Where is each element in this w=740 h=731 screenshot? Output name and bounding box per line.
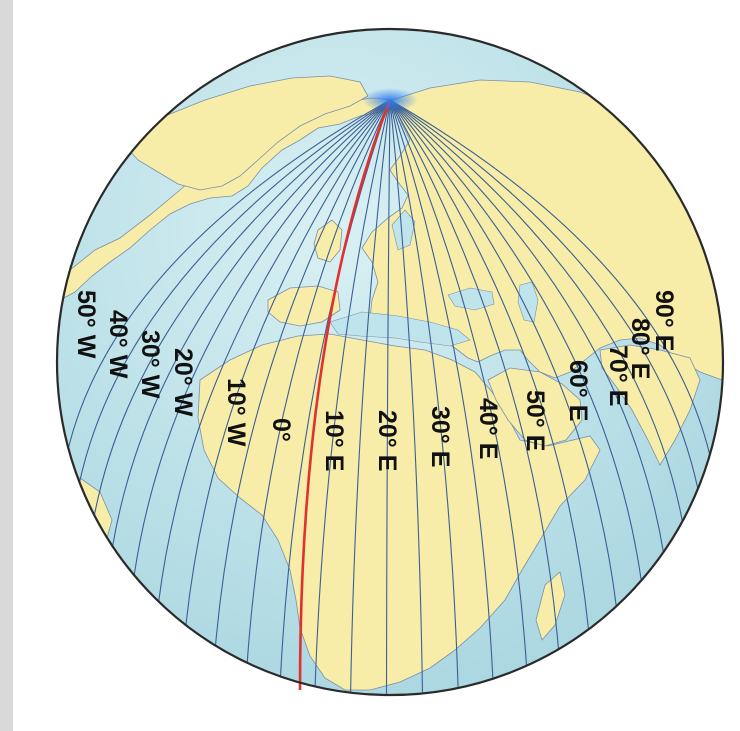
meridian-line bbox=[389, 99, 560, 650]
label-10e: 10° E bbox=[320, 410, 348, 471]
sea-baltic bbox=[391, 209, 416, 251]
meridian-lines bbox=[67, 99, 711, 695]
meridian-line bbox=[389, 99, 711, 456]
land-north-america-arctic bbox=[59, 97, 393, 301]
meridian-line bbox=[214, 99, 391, 646]
meridian-line bbox=[67, 99, 391, 449]
sea-mediterranean bbox=[329, 311, 471, 347]
label-90e: 90° E bbox=[650, 290, 678, 351]
land-india bbox=[599, 344, 701, 466]
meridian-line bbox=[389, 99, 642, 581]
meridian-line bbox=[158, 99, 391, 602]
meridian-line bbox=[246, 99, 391, 663]
meridian-line bbox=[112, 99, 391, 547]
meridian-line bbox=[389, 99, 424, 694]
label-30e: 30° E bbox=[426, 406, 454, 467]
label-10w: 10° W bbox=[222, 378, 250, 447]
meridian-line bbox=[279, 99, 391, 677]
meridian-line bbox=[78, 99, 391, 483]
label-40w: 40° W bbox=[104, 310, 132, 379]
label-60e: 60° E bbox=[564, 360, 592, 421]
meridian-line bbox=[314, 99, 391, 687]
prime-meridian-line bbox=[298, 99, 392, 691]
meridian-line bbox=[185, 99, 391, 626]
meridian-line bbox=[385, 99, 391, 695]
label-30w: 30° W bbox=[136, 330, 164, 399]
meridian-line bbox=[389, 99, 664, 553]
meridian-line bbox=[350, 99, 391, 693]
longitude-labels: 50° W 40° W 30° W 20° W 10° W 0° 10° E 2… bbox=[72, 290, 678, 471]
meridian-line bbox=[389, 99, 617, 607]
land-africa bbox=[197, 333, 601, 691]
sea-black bbox=[447, 287, 495, 311]
label-20w: 20° W bbox=[169, 348, 197, 417]
meridian-line bbox=[389, 99, 494, 679]
label-20e: 20° E bbox=[373, 410, 401, 471]
meridian-line bbox=[389, 99, 528, 666]
meridian-line bbox=[389, 99, 459, 689]
left-border-strip bbox=[0, 0, 13, 731]
land-greenland bbox=[119, 75, 369, 191]
label-0: 0° bbox=[267, 418, 295, 442]
label-50e: 50° E bbox=[521, 390, 549, 451]
meridian-line bbox=[93, 99, 391, 516]
meridian-line bbox=[389, 99, 699, 490]
land-madagascar bbox=[535, 571, 566, 641]
meridian-line bbox=[389, 99, 590, 630]
label-70e: 70° E bbox=[604, 345, 632, 406]
meridian-line bbox=[389, 99, 683, 522]
meridian-line bbox=[133, 99, 391, 576]
globe-outline bbox=[55, 27, 725, 697]
label-40e: 40° E bbox=[474, 398, 502, 459]
north-pole-glow bbox=[362, 88, 418, 112]
label-50w: 50° W bbox=[72, 290, 100, 359]
label-80e: 80° E bbox=[626, 318, 654, 379]
land-uk bbox=[313, 219, 343, 263]
land-arabia bbox=[487, 367, 583, 447]
